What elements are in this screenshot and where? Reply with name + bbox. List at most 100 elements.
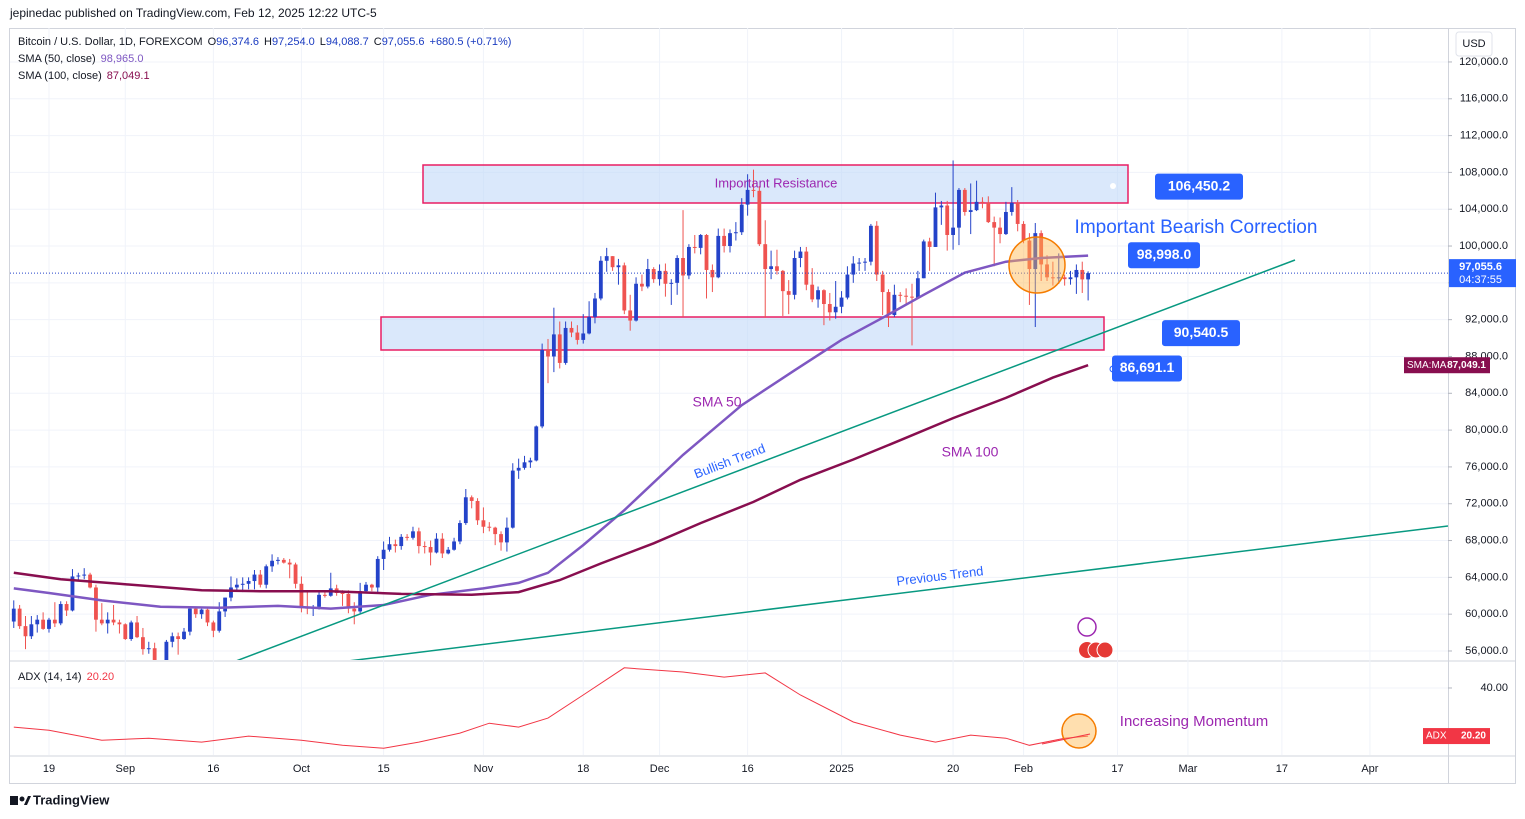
- legend-name: ADX (14, 14): [18, 671, 82, 683]
- candle-body: [1039, 233, 1044, 265]
- candle-body: [381, 549, 386, 559]
- candle-body: [64, 604, 69, 611]
- candle-body: [569, 327, 574, 333]
- currency-box[interactable]: [1455, 31, 1493, 57]
- resistance-zone: [422, 164, 1129, 204]
- logo-mark: [10, 796, 18, 805]
- level-label: 90,540.5: [1174, 324, 1229, 340]
- candle-body: [164, 641, 169, 660]
- y-tick-label: 56,000.0: [1465, 645, 1508, 657]
- candle-body: [957, 189, 961, 228]
- candle-body: [716, 235, 721, 278]
- candle-body: [76, 575, 81, 577]
- candle-body: [1068, 277, 1073, 280]
- candle-body: [358, 591, 363, 612]
- candle-body: [258, 574, 263, 585]
- adx-badge: [1423, 728, 1490, 745]
- candle-body: [270, 560, 274, 567]
- candle-body: [739, 204, 744, 233]
- annotation: SMA 100: [942, 444, 999, 460]
- candle-body: [129, 622, 134, 640]
- candle-body: [669, 282, 674, 284]
- candle-body: [763, 244, 768, 270]
- candle-body: [921, 241, 926, 279]
- candle-body: [211, 622, 216, 631]
- ohlc-key: L: [320, 36, 326, 48]
- candle-body: [487, 526, 492, 528]
- candle-body: [798, 251, 803, 258]
- candle-body: [951, 227, 955, 235]
- candle-body: [11, 608, 16, 622]
- legend-entry: SMA (100, close) 87,049.1: [18, 70, 150, 82]
- flag-icon: [1096, 641, 1114, 659]
- candle-body: [434, 538, 439, 553]
- candle-body: [346, 593, 351, 609]
- ohlc-key: H: [264, 36, 272, 48]
- series-line: [13, 254, 1089, 610]
- candle-body: [786, 291, 791, 295]
- ohlc-value: 97,254.0: [272, 36, 315, 48]
- candle-body: [1050, 277, 1055, 279]
- candle-body: [205, 609, 210, 623]
- y-tick-label: 72,000.0: [1465, 498, 1508, 510]
- ohlc-key: C: [374, 36, 382, 48]
- footer: TradingView: [10, 792, 110, 807]
- candle-body: [645, 269, 650, 287]
- candle-body: [575, 332, 580, 340]
- candle-body: [616, 265, 621, 268]
- candle-body: [240, 583, 245, 585]
- candle-body: [927, 241, 932, 247]
- candle-body: [281, 559, 286, 563]
- x-tick-label: Oct: [293, 763, 310, 775]
- price-badge-value: 97,055.6: [1459, 261, 1502, 273]
- legend-value: 98,965.0: [101, 53, 144, 65]
- candle-body: [141, 637, 145, 650]
- candle-body: [563, 327, 568, 363]
- candle-body: [199, 609, 204, 615]
- candle-body: [146, 648, 151, 650]
- candle-body: [193, 608, 198, 615]
- x-tick-label: 17: [1111, 763, 1123, 775]
- candle-body: [822, 290, 826, 305]
- sma-badge-value: 87,049.1: [1447, 360, 1486, 371]
- candle-body: [1009, 202, 1014, 212]
- candle-body: [593, 298, 597, 317]
- candle-body: [1021, 223, 1026, 241]
- candle-body: [223, 597, 228, 612]
- candle-body: [610, 256, 615, 268]
- candle-body: [845, 274, 850, 298]
- candle-body: [915, 278, 920, 298]
- candle-body: [851, 263, 856, 275]
- candle-body: [663, 270, 668, 284]
- candle-body: [452, 541, 456, 550]
- y-tick-label: 80,000.0: [1465, 424, 1508, 436]
- y-tick-label: 64,000.0: [1465, 571, 1508, 583]
- candle-body: [992, 222, 997, 228]
- candle-body: [728, 233, 732, 247]
- annotation: Increasing Momentum: [1120, 713, 1268, 730]
- candle-body: [504, 527, 509, 543]
- candle-body: [105, 619, 110, 624]
- level-badge: [1155, 173, 1243, 200]
- candle-body: [827, 304, 832, 313]
- candle-body: [1080, 269, 1085, 280]
- adx-badge-name: ADX: [1426, 731, 1447, 742]
- y-tick-label: 104,000.0: [1459, 203, 1508, 215]
- candle-body: [375, 558, 380, 588]
- highlight-circle: [1008, 236, 1066, 294]
- price-pane: [10, 160, 1448, 660]
- candle-body: [387, 544, 392, 550]
- candle-body: [364, 584, 368, 592]
- candle-body: [182, 631, 186, 640]
- adx-extension: [1041, 733, 1091, 745]
- candle-body: [792, 257, 797, 295]
- logo-mark: [19, 796, 25, 802]
- ohlc-value: 97,055.6: [382, 36, 425, 48]
- candle-body: [1004, 211, 1008, 235]
- ohlc-legend: Bitcoin / U.S. Dollar, 1D, FOREXCOM O96,3…: [18, 36, 511, 48]
- candle-body: [604, 256, 609, 261]
- ohlc-value: 94,088.7: [326, 36, 369, 48]
- candle-body: [698, 234, 703, 248]
- candle-body: [187, 608, 192, 632]
